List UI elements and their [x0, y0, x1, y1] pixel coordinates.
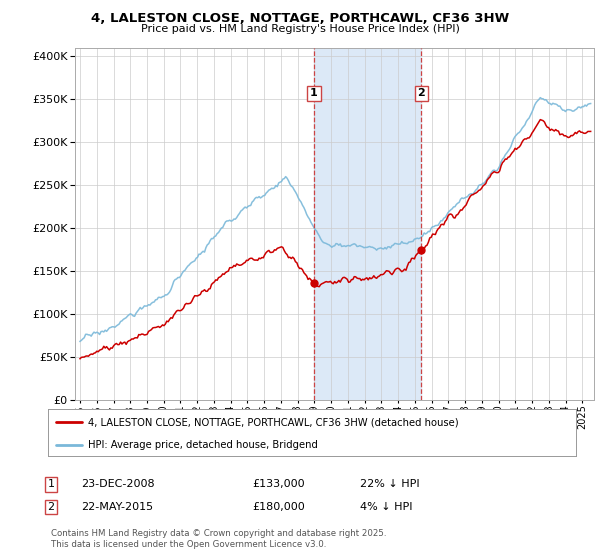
Text: 4, LALESTON CLOSE, NOTTAGE, PORTHCAWL, CF36 3HW: 4, LALESTON CLOSE, NOTTAGE, PORTHCAWL, C… [91, 12, 509, 25]
Text: Contains HM Land Registry data © Crown copyright and database right 2025.
This d: Contains HM Land Registry data © Crown c… [51, 529, 386, 549]
Text: 1: 1 [47, 479, 55, 489]
Text: 22% ↓ HPI: 22% ↓ HPI [360, 479, 419, 489]
Text: 2: 2 [47, 502, 55, 512]
Text: Price paid vs. HM Land Registry's House Price Index (HPI): Price paid vs. HM Land Registry's House … [140, 24, 460, 34]
Text: £180,000: £180,000 [252, 502, 305, 512]
Text: 4, LALESTON CLOSE, NOTTAGE, PORTHCAWL, CF36 3HW (detached house): 4, LALESTON CLOSE, NOTTAGE, PORTHCAWL, C… [88, 417, 458, 427]
Text: 1: 1 [310, 88, 318, 99]
Text: 22-MAY-2015: 22-MAY-2015 [81, 502, 153, 512]
Text: HPI: Average price, detached house, Bridgend: HPI: Average price, detached house, Brid… [88, 440, 317, 450]
Text: 23-DEC-2008: 23-DEC-2008 [81, 479, 155, 489]
Text: £133,000: £133,000 [252, 479, 305, 489]
Bar [314, 48, 421, 400]
Text: 2: 2 [418, 88, 425, 99]
Text: 4% ↓ HPI: 4% ↓ HPI [360, 502, 413, 512]
